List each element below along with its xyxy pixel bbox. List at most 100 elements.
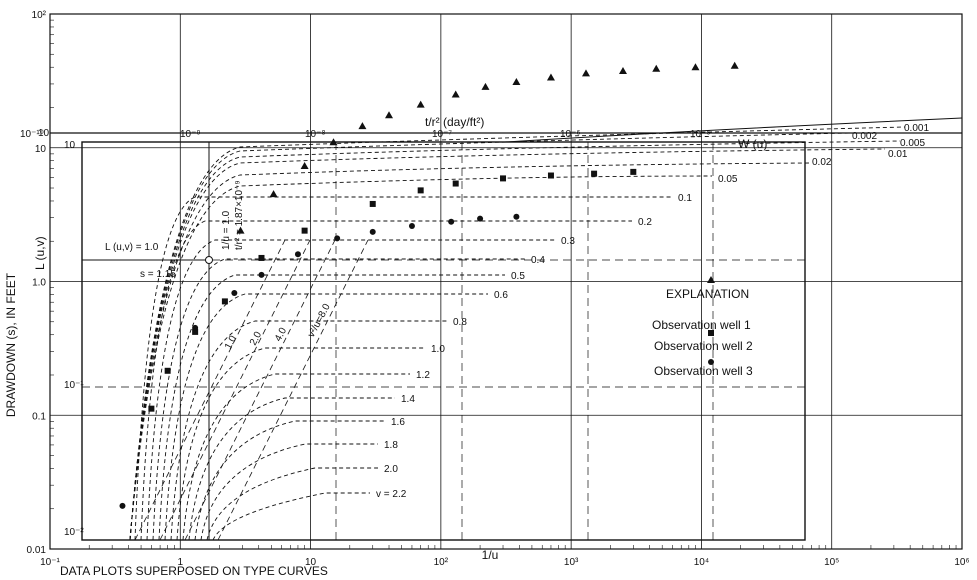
- type-curve-upper: [129, 148, 886, 541]
- type-curve-v: [146, 239, 555, 541]
- well-1-point: [329, 138, 338, 146]
- type-curve-v: [188, 397, 395, 541]
- data-points: [119, 61, 739, 509]
- x-axis-label: 1/u: [482, 548, 499, 562]
- well-1-point: [451, 90, 460, 98]
- well-3-point: [334, 235, 341, 242]
- well-1-point: [269, 190, 278, 198]
- type-curve-v: [200, 443, 378, 541]
- type-curve-v-label: 0.3: [561, 236, 575, 247]
- y-tick-label: 1.0: [32, 278, 46, 289]
- top-tick-label: 10⁻¹⁰: [20, 129, 44, 140]
- match-horizontal-label: L (u,v) = 1.0: [105, 242, 159, 253]
- type-curve-v: [158, 274, 505, 541]
- legend-entry-well-2: Observation well 2: [654, 339, 753, 353]
- type-curve-upper-label: 0.02: [812, 157, 832, 168]
- well-3-point: [448, 218, 455, 225]
- x-tick-label: 10⁻¹: [40, 557, 60, 568]
- y-axis-label: DRAWDOWN (s), IN FEET: [4, 272, 18, 417]
- well-1-point: [300, 162, 309, 170]
- type-curve-upper: [129, 175, 713, 541]
- v2u-label: 4.0: [273, 326, 289, 344]
- top-tick-label: 10⁻⁸: [305, 129, 326, 140]
- type-curve-v-label: v = 2.2: [376, 489, 407, 500]
- well-1-point: [618, 66, 627, 74]
- well-1-point: [236, 226, 245, 234]
- well-3-point: [369, 228, 376, 235]
- type-curve-v: [206, 467, 378, 541]
- well-3-point: [408, 222, 415, 229]
- well-1-point: [730, 61, 739, 69]
- top-tick-label: 10⁻⁷: [432, 129, 452, 140]
- type-curve-upper: [129, 162, 811, 541]
- type-curve-upper-label: 0.005: [900, 138, 925, 149]
- well-3-point: [258, 271, 265, 278]
- overlay-left-tick-label: 10⁻²: [64, 527, 84, 538]
- y-tick-label: 0.1: [32, 411, 46, 422]
- x-tick-label: 10²: [434, 557, 449, 568]
- type-curve-v-label: 0.5: [511, 271, 525, 282]
- v2u-line: [217, 239, 369, 541]
- match-horizontal-label-2: s = 1.15: [140, 269, 176, 280]
- well-1-point: [416, 100, 425, 108]
- x-tick-label: 1: [178, 557, 184, 568]
- type-curve-v-label: 0.8: [453, 317, 467, 328]
- x-tick-label: 10⁵: [824, 557, 839, 568]
- top-tick-label: 10⁻⁶: [560, 129, 581, 140]
- y-tick-label: 0.01: [27, 545, 47, 556]
- y-tick-label: 10²: [32, 10, 47, 21]
- type-curve-v-label: 2.0: [384, 464, 398, 475]
- type-curve-v: [170, 320, 447, 541]
- v2u-line: [184, 239, 336, 541]
- v2u-line: [159, 239, 311, 541]
- well-2-point: [148, 405, 155, 412]
- type-curve-v-label: 0.4: [531, 255, 545, 266]
- l-axis-label: L (u,v): [33, 236, 47, 270]
- well-3-point: [294, 251, 301, 258]
- chart-grid: 10⁻¹ 1 10 10² 10³ 10⁴ 10⁵ 10⁶ 0.01 0.1 1.0 10 10²: [27, 10, 970, 568]
- legend-title: EXPLANATION: [666, 287, 749, 301]
- type-curve-upper: [129, 126, 906, 541]
- well-1-point: [691, 63, 700, 71]
- legend-entry-well-3: Observation well 3: [654, 364, 753, 378]
- well-3-point: [119, 502, 126, 509]
- well-2-point: [164, 367, 171, 374]
- legend-entry-well-1: Observation well 1: [652, 318, 751, 332]
- x-tick-label: 10³: [564, 557, 579, 568]
- overlay-left-tick-label: 10: [64, 140, 76, 151]
- top-tick-label: 10⁻⁹: [180, 129, 201, 140]
- match-vertical-label-2: t/r² = 1.87×10⁻⁹: [234, 180, 245, 250]
- type-curve-v: [140, 220, 632, 541]
- type-curve-v: [194, 420, 385, 541]
- overlay-left-tick-label: 10: [38, 128, 50, 139]
- well-2-point: [591, 170, 598, 177]
- type-curve-upper-label: 0.05: [718, 174, 738, 185]
- type-curve-v: [152, 258, 525, 541]
- type-curve-v: [212, 492, 370, 541]
- well-3-point: [192, 324, 199, 331]
- well-1-point: [546, 73, 555, 81]
- type-curve-v-label: 1.0: [431, 344, 445, 355]
- well-2-point: [192, 328, 199, 335]
- well-2-point: [369, 200, 376, 207]
- type-curve-upper-label: 0.01: [888, 149, 908, 160]
- well-1-point: [512, 78, 521, 86]
- well-1-point: [652, 64, 661, 72]
- well-3-point: [477, 215, 484, 222]
- match-point-marker: [205, 256, 213, 264]
- well-2-point: [452, 180, 459, 187]
- well-1-point: [358, 122, 367, 130]
- well-2-point: [221, 298, 228, 305]
- type-curve-v-label: 1.4: [401, 394, 415, 405]
- overlay-left-tick-label: 10⁻¹: [64, 380, 84, 391]
- top-axis-label: t/r² (day/ft²): [425, 115, 484, 129]
- type-curve-v-label: 0.6: [494, 290, 508, 301]
- well-1-point: [385, 111, 394, 119]
- type-curve-v-label: 1.8: [384, 440, 398, 451]
- v2u-label: 1.0: [223, 334, 239, 352]
- well-3-point: [231, 290, 238, 297]
- legend: EXPLANATION Observation well 1 Observati…: [652, 276, 753, 378]
- match-vertical-label: 1/u = 1.0: [221, 210, 232, 250]
- well-2-point: [258, 254, 265, 261]
